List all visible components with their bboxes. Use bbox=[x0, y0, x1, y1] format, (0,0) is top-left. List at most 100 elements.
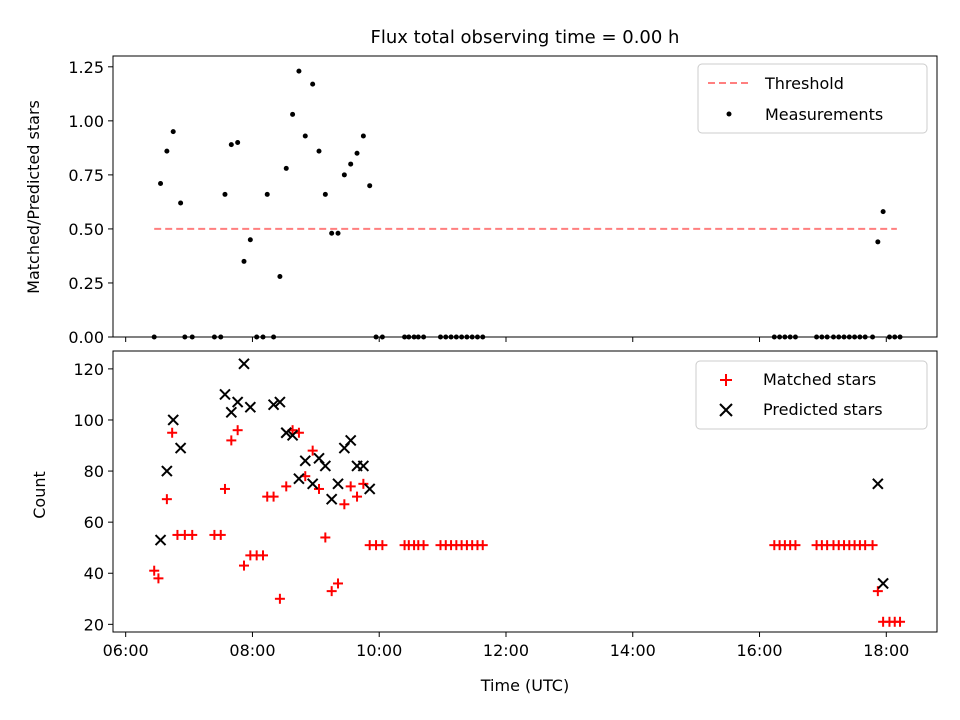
predicted-star-point bbox=[293, 473, 305, 485]
predicted-star-point bbox=[357, 460, 370, 472]
matched-star-point bbox=[867, 540, 878, 551]
top-axes-frame bbox=[112, 55, 938, 338]
measurement-point bbox=[158, 181, 164, 187]
x-tick-label: 18:00 bbox=[863, 641, 909, 660]
predicted-star-point bbox=[219, 388, 231, 401]
measurement-points bbox=[151, 68, 903, 340]
measurement-point bbox=[348, 161, 354, 167]
measurement-point bbox=[322, 191, 328, 197]
x-axis-label: Time (UTC) bbox=[480, 676, 569, 695]
x-tick-label: 08:00 bbox=[229, 641, 275, 660]
matched-star-point bbox=[149, 565, 160, 576]
measurements-legend-label: Measurements bbox=[765, 105, 883, 124]
x-tick-label: 12:00 bbox=[483, 641, 529, 660]
predicted-star-point bbox=[267, 398, 280, 411]
bottom-y-tick-label: 80 bbox=[84, 462, 104, 481]
top-y-tick-label: 1.00 bbox=[68, 112, 104, 131]
predicted-star-point bbox=[225, 406, 238, 419]
threshold-legend-label: Threshold bbox=[764, 74, 844, 93]
predicted-star-point bbox=[161, 465, 173, 477]
matched-star-point bbox=[320, 532, 331, 543]
measurement-point bbox=[360, 133, 366, 139]
x-tick-label: 10:00 bbox=[356, 641, 402, 660]
matched-star-point bbox=[274, 593, 285, 604]
top-y-tick-label: 0.50 bbox=[68, 220, 104, 239]
matched-star-point bbox=[790, 540, 801, 551]
matched-star-point bbox=[895, 616, 906, 627]
measurement-point bbox=[228, 142, 234, 148]
x-tick-label: 16:00 bbox=[736, 641, 782, 660]
matched-star-point bbox=[238, 560, 249, 571]
matched-star-point bbox=[268, 491, 279, 502]
measurement-point bbox=[178, 200, 184, 206]
matched-star-point bbox=[377, 540, 388, 551]
predicted-star-point bbox=[332, 478, 344, 490]
matched-star-point bbox=[219, 483, 230, 494]
predicted-star-point bbox=[154, 534, 167, 546]
chart-title: Flux total observing time = 0.00 h bbox=[371, 27, 680, 48]
matched-star-point bbox=[358, 478, 369, 489]
matched-star-point bbox=[232, 425, 243, 436]
top-legend-box bbox=[697, 63, 928, 134]
bottom-y-tick-label: 40 bbox=[84, 564, 104, 583]
bottom-x-ticks: 06:00 08:00 10:00 12:00 14:00 16:00 18:00 bbox=[103, 632, 909, 660]
matched-star-point bbox=[258, 550, 269, 561]
measurement-point bbox=[354, 150, 360, 156]
top-y-tick-label: 0.00 bbox=[68, 328, 104, 347]
matched-star-point bbox=[161, 494, 172, 505]
measurement-point bbox=[335, 230, 341, 236]
matched-star-point bbox=[153, 573, 164, 584]
predicted-star-point bbox=[319, 460, 332, 472]
measurement-point bbox=[310, 81, 316, 87]
matched-star-point bbox=[226, 435, 237, 446]
top-x-ticks bbox=[125, 337, 887, 342]
top-y-tick-label: 0.75 bbox=[68, 166, 104, 185]
bottom-panel: 20 40 60 80 100 120 06:00 08:00 10:00 12:00 14:00… bbox=[30, 350, 938, 695]
measurements-legend-swatch bbox=[726, 111, 732, 117]
predicted-star-point bbox=[167, 414, 179, 426]
measurement-point bbox=[302, 133, 308, 139]
measurement-point bbox=[316, 148, 322, 154]
bottom-legend-box bbox=[695, 360, 928, 430]
bottom-y-tick-label: 120 bbox=[73, 360, 104, 379]
measurement-point bbox=[341, 172, 347, 178]
bottom-y-tick-label: 60 bbox=[84, 513, 104, 532]
predicted-star-point bbox=[280, 427, 292, 439]
top-y-tick-label: 0.25 bbox=[68, 274, 104, 293]
bottom-y-axis-label: Count bbox=[30, 471, 49, 519]
measurement-point bbox=[164, 148, 170, 154]
matched-star-point bbox=[307, 445, 318, 456]
predicted-stars-legend-swatch bbox=[719, 403, 733, 417]
predicted-stars-legend-label: Predicted stars bbox=[763, 400, 883, 419]
predicted-star-point bbox=[325, 493, 338, 505]
predicted-star-point bbox=[364, 483, 376, 495]
bottom-y-tick-label: 100 bbox=[73, 411, 104, 430]
x-tick-label: 14:00 bbox=[610, 641, 656, 660]
measurement-point bbox=[277, 273, 283, 279]
matched-star-point bbox=[352, 491, 363, 502]
predicted-star-point bbox=[231, 396, 244, 408]
measurement-point bbox=[367, 183, 373, 189]
predicted-star-point bbox=[877, 577, 889, 590]
matched-stars-points bbox=[149, 425, 906, 627]
predicted-stars-points bbox=[154, 358, 889, 590]
measurement-point bbox=[329, 230, 335, 236]
measurement-point bbox=[235, 139, 241, 145]
top-legend: Threshold Measurements bbox=[697, 63, 928, 134]
measurement-point bbox=[247, 237, 253, 243]
measurement-point bbox=[264, 191, 270, 197]
measurement-point bbox=[222, 191, 228, 197]
matched-star-point bbox=[314, 483, 324, 494]
matched-stars-legend-swatch bbox=[720, 374, 732, 386]
matched-star-point bbox=[339, 499, 350, 510]
predicted-star-point bbox=[244, 401, 257, 413]
x-tick-label: 06:00 bbox=[103, 641, 149, 660]
measurement-point bbox=[296, 68, 302, 74]
measurement-point bbox=[875, 239, 881, 245]
matched-star-point bbox=[326, 586, 337, 597]
top-y-tick-label: 1.25 bbox=[68, 58, 104, 77]
predicted-star-point bbox=[174, 442, 187, 454]
matched-stars-legend-label: Matched stars bbox=[763, 370, 876, 389]
bottom-axes-frame bbox=[112, 350, 938, 633]
